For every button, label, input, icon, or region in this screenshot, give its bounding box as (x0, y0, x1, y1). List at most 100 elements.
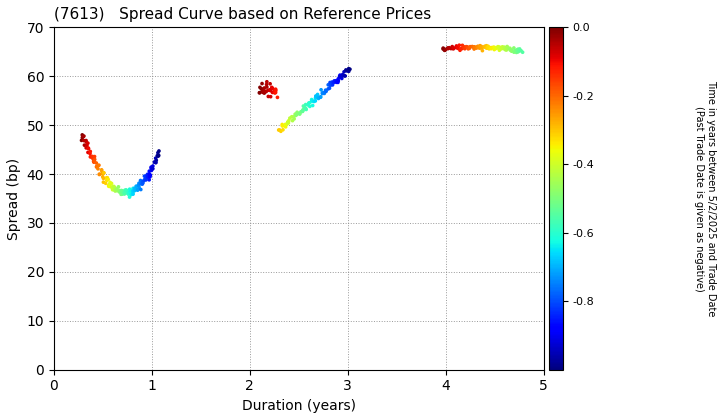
Point (152, 150, 163, 156)
Point (462, 44, 473, 50)
Point (333, 76, 344, 82)
Point (265, 86, 276, 93)
Point (82, 149, 94, 156)
Point (330, 79, 342, 86)
Point (476, 45, 487, 51)
Point (442, 45, 454, 52)
Point (137, 178, 148, 185)
Point (471, 45, 482, 52)
Point (125, 187, 136, 194)
Point (297, 102, 309, 109)
Point (302, 102, 314, 108)
Point (135, 177, 146, 184)
Point (78, 133, 90, 139)
Y-axis label: Spread (bp): Spread (bp) (7, 158, 21, 239)
Point (319, 89, 330, 96)
Point (481, 42, 492, 49)
Point (108, 183, 120, 190)
Point (91, 163, 102, 170)
Point (88, 159, 99, 165)
Point (500, 46, 511, 53)
Point (94, 171, 105, 178)
Point (323, 86, 334, 92)
Point (91, 160, 102, 166)
Point (490, 45, 502, 52)
Point (122, 191, 134, 197)
Point (315, 93, 326, 100)
Point (328, 79, 339, 86)
Point (116, 187, 127, 194)
Point (81, 137, 92, 144)
Point (334, 72, 346, 79)
Point (494, 44, 505, 50)
Point (469, 43, 480, 50)
Point (115, 191, 127, 198)
Point (284, 115, 296, 121)
Point (490, 45, 502, 52)
Point (150, 159, 161, 166)
Point (282, 119, 294, 126)
Point (94, 171, 105, 178)
Point (110, 186, 122, 193)
Point (118, 189, 130, 196)
Point (343, 68, 354, 75)
Point (497, 44, 508, 50)
Point (76, 137, 87, 144)
Point (263, 93, 274, 100)
Point (120, 187, 132, 194)
Point (133, 180, 145, 186)
Point (282, 119, 294, 126)
Point (440, 46, 451, 53)
Point (315, 87, 327, 93)
Point (89, 158, 100, 165)
Point (256, 86, 267, 92)
Point (125, 189, 136, 195)
Point (102, 174, 113, 181)
Point (132, 187, 143, 194)
Point (295, 108, 307, 115)
Point (122, 189, 134, 195)
Point (269, 89, 281, 96)
Point (153, 147, 165, 154)
Point (290, 112, 302, 119)
Point (145, 167, 157, 174)
Point (103, 182, 114, 189)
Point (127, 187, 139, 194)
Point (129, 187, 140, 194)
Point (101, 174, 112, 181)
Point (127, 188, 138, 194)
Point (287, 117, 298, 124)
Point (124, 194, 135, 200)
Point (142, 174, 153, 181)
Point (78, 142, 90, 149)
Point (327, 81, 338, 88)
Point (147, 163, 158, 169)
X-axis label: Duration (years): Duration (years) (242, 399, 356, 413)
Point (294, 111, 305, 118)
Point (142, 171, 153, 178)
Point (104, 181, 115, 188)
Point (340, 66, 351, 73)
Point (120, 186, 131, 193)
Point (446, 43, 458, 50)
Point (482, 45, 493, 51)
Point (437, 46, 449, 52)
Point (98, 170, 109, 176)
Point (111, 187, 122, 194)
Point (310, 94, 322, 100)
Point (136, 180, 148, 187)
Point (85, 154, 96, 160)
Point (130, 183, 142, 189)
Point (283, 117, 294, 124)
Point (325, 82, 336, 89)
Point (438, 47, 450, 54)
Point (119, 187, 130, 194)
Point (501, 43, 513, 50)
Point (254, 84, 266, 91)
Point (283, 120, 294, 126)
Point (93, 162, 104, 168)
Point (291, 110, 302, 117)
Point (317, 89, 328, 96)
Point (442, 45, 454, 51)
Point (498, 45, 510, 52)
